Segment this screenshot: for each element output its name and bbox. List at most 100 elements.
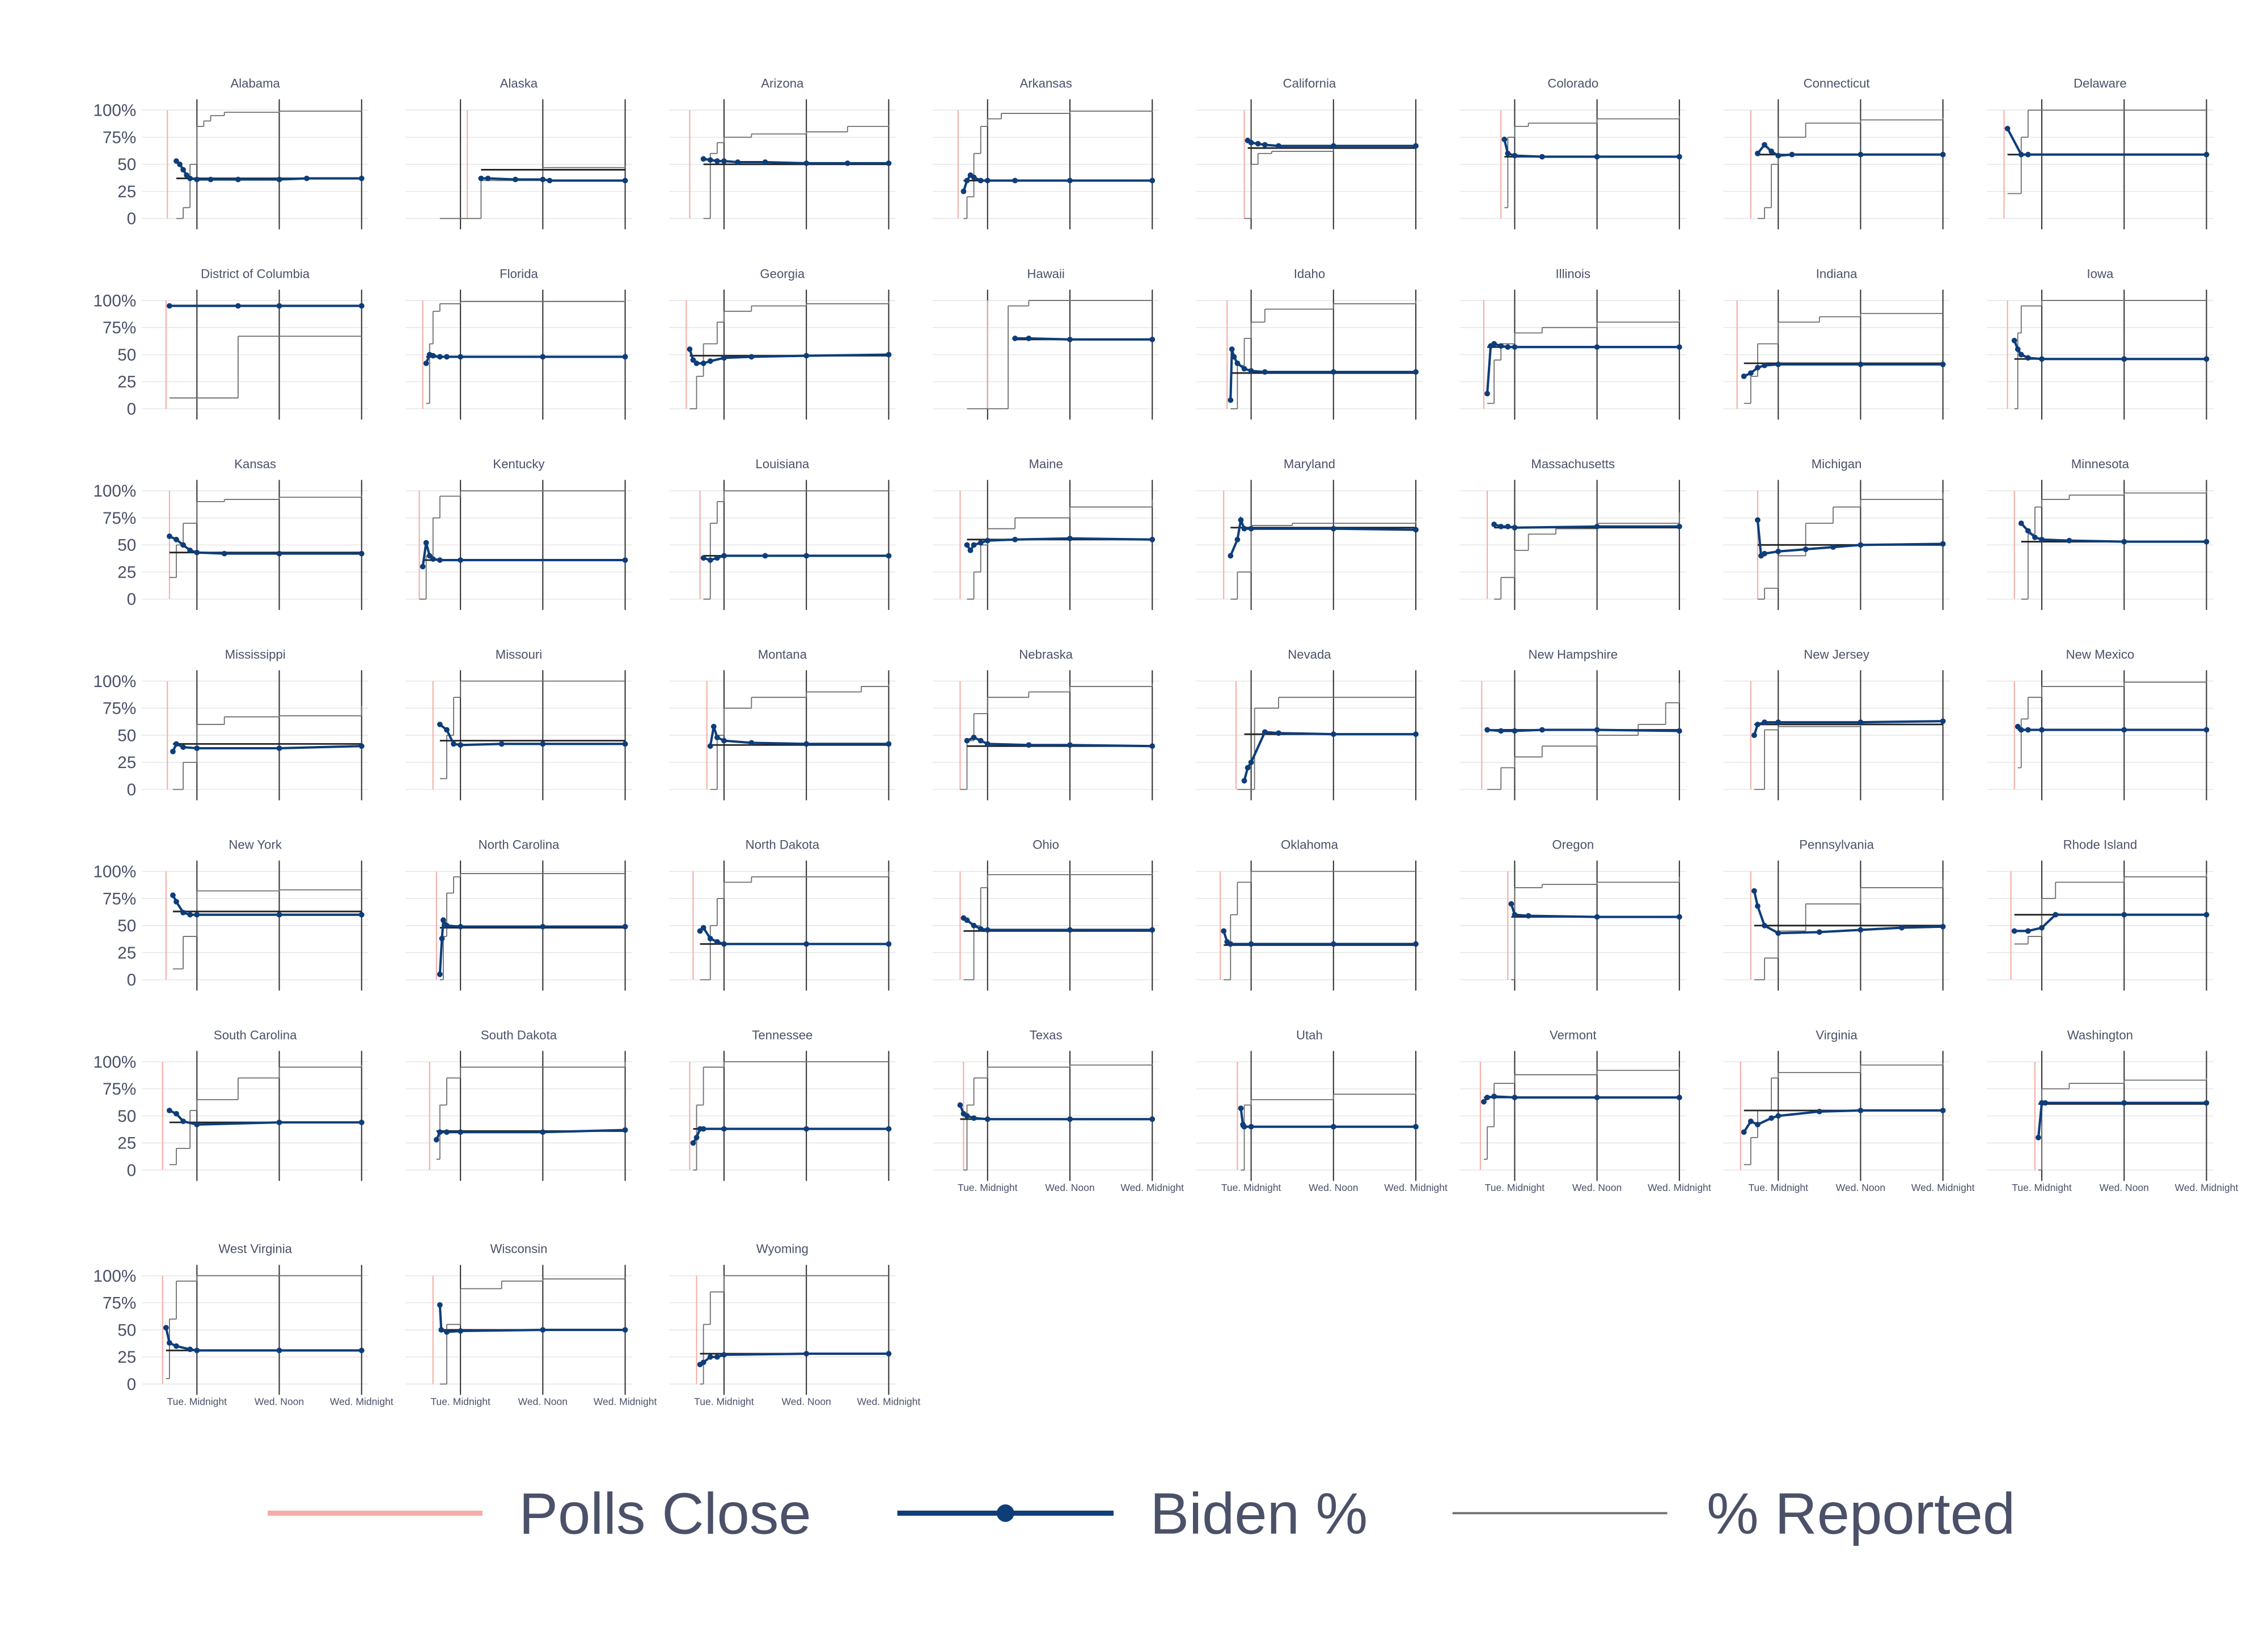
biden-point	[964, 1113, 970, 1119]
y-tick-label: 100%	[93, 672, 136, 691]
facet-title: North Dakota	[746, 838, 820, 852]
biden-point	[700, 1359, 706, 1366]
facet-title: California	[1283, 77, 1336, 91]
biden-point	[1234, 360, 1241, 366]
biden-point	[444, 1129, 450, 1135]
biden-point	[1594, 727, 1600, 733]
y-tick-label: 50	[117, 917, 136, 935]
biden-point	[358, 175, 365, 181]
biden-point	[1241, 525, 1247, 532]
biden-point	[304, 175, 310, 181]
facet: Maine	[932, 457, 1160, 610]
biden-point	[358, 550, 365, 557]
biden-point	[803, 741, 810, 747]
facet: New Mexico	[1987, 647, 2214, 800]
biden-point	[187, 1346, 193, 1353]
biden-point	[276, 303, 282, 309]
biden-point	[2039, 536, 2045, 542]
biden-point	[451, 741, 456, 747]
biden-point	[437, 1302, 443, 1308]
biden-point	[803, 353, 810, 359]
facet-title: Vermont	[1550, 1028, 1596, 1042]
biden-point	[358, 743, 365, 749]
biden-point	[2032, 535, 2038, 540]
biden-point	[2018, 351, 2024, 358]
biden-line	[438, 1304, 625, 1333]
y-tick-label: 25	[117, 753, 136, 772]
biden-point	[1676, 344, 1682, 350]
biden-point	[1026, 742, 1032, 748]
biden-point	[1940, 923, 1946, 930]
biden-point	[1330, 1124, 1336, 1130]
y-tick-label: 75%	[103, 1080, 136, 1099]
facet: Colorado	[1459, 77, 1686, 230]
facet: New Jersey	[1723, 647, 1950, 800]
biden-point	[540, 1129, 546, 1135]
x-tick-label: Tue. Midnight	[958, 1182, 1018, 1193]
biden-point	[1484, 391, 1490, 397]
biden-point	[762, 159, 768, 165]
biden-point	[1539, 727, 1545, 733]
facet-title: Oregon	[1552, 838, 1594, 852]
y-tick-label: 50	[117, 726, 136, 745]
biden-point	[540, 354, 546, 360]
legend-label: Polls Close	[519, 1481, 811, 1546]
biden-point	[978, 540, 984, 546]
biden-point	[1755, 1121, 1761, 1127]
biden-point	[1755, 517, 1761, 523]
biden-point	[1330, 369, 1336, 375]
biden-point	[721, 355, 727, 361]
biden-point	[1676, 1095, 1682, 1100]
biden-point	[1262, 369, 1268, 375]
biden-point	[1067, 1116, 1073, 1122]
biden-point	[1255, 141, 1261, 147]
facet: North Dakota	[669, 838, 896, 991]
facet-title: Arkansas	[1019, 77, 1072, 91]
biden-point	[1762, 550, 1767, 557]
y-tick-label: 75%	[103, 1294, 136, 1313]
biden-point	[748, 354, 755, 360]
facet-title: Idaho	[1294, 266, 1325, 281]
biden-point	[478, 175, 484, 181]
x-tick-label: Tue. Midnight	[1748, 1182, 1808, 1193]
biden-point	[444, 1329, 450, 1335]
biden-point	[964, 917, 970, 923]
facet-title: Mississippi	[225, 647, 286, 662]
biden-point	[1228, 941, 1234, 947]
biden-point	[1501, 137, 1508, 142]
biden-point	[2011, 928, 2017, 934]
biden-point	[180, 909, 186, 915]
biden-point	[2203, 356, 2210, 362]
y-tick-label: 100%	[93, 291, 136, 310]
facet: Louisiana	[669, 457, 896, 610]
biden-point	[187, 547, 193, 553]
biden-point	[1067, 177, 1073, 184]
facet-title: Kentucky	[493, 457, 545, 471]
biden-point	[2039, 925, 2045, 931]
facet-title: Missouri	[496, 647, 542, 662]
biden-point	[194, 1121, 200, 1127]
facet: Montana	[669, 647, 896, 800]
biden-point	[803, 1351, 810, 1356]
biden-point	[1899, 925, 1905, 931]
y-tick-label: 0	[127, 1375, 136, 1394]
facet: Connecticut	[1723, 77, 1950, 230]
facet: South Carolina 0 25 50 75% 100%	[93, 1028, 369, 1181]
biden-point	[700, 1126, 706, 1132]
biden-point	[1940, 541, 1946, 547]
facet: Delaware	[1987, 77, 2214, 230]
biden-point	[622, 741, 628, 747]
biden-point	[1512, 344, 1518, 350]
biden-point	[1413, 527, 1419, 533]
biden-point	[440, 917, 446, 923]
facet-title: Maine	[1029, 457, 1063, 471]
biden-point	[439, 935, 445, 942]
biden-point	[2025, 151, 2031, 158]
biden-point	[1857, 927, 1864, 933]
biden-point	[437, 557, 443, 563]
x-tick-label: Wed. Noon	[518, 1396, 568, 1408]
biden-point	[1330, 941, 1336, 947]
legend-key-point	[996, 1504, 1014, 1522]
biden-point	[1857, 719, 1864, 726]
facet-title: West Virginia	[218, 1242, 292, 1256]
